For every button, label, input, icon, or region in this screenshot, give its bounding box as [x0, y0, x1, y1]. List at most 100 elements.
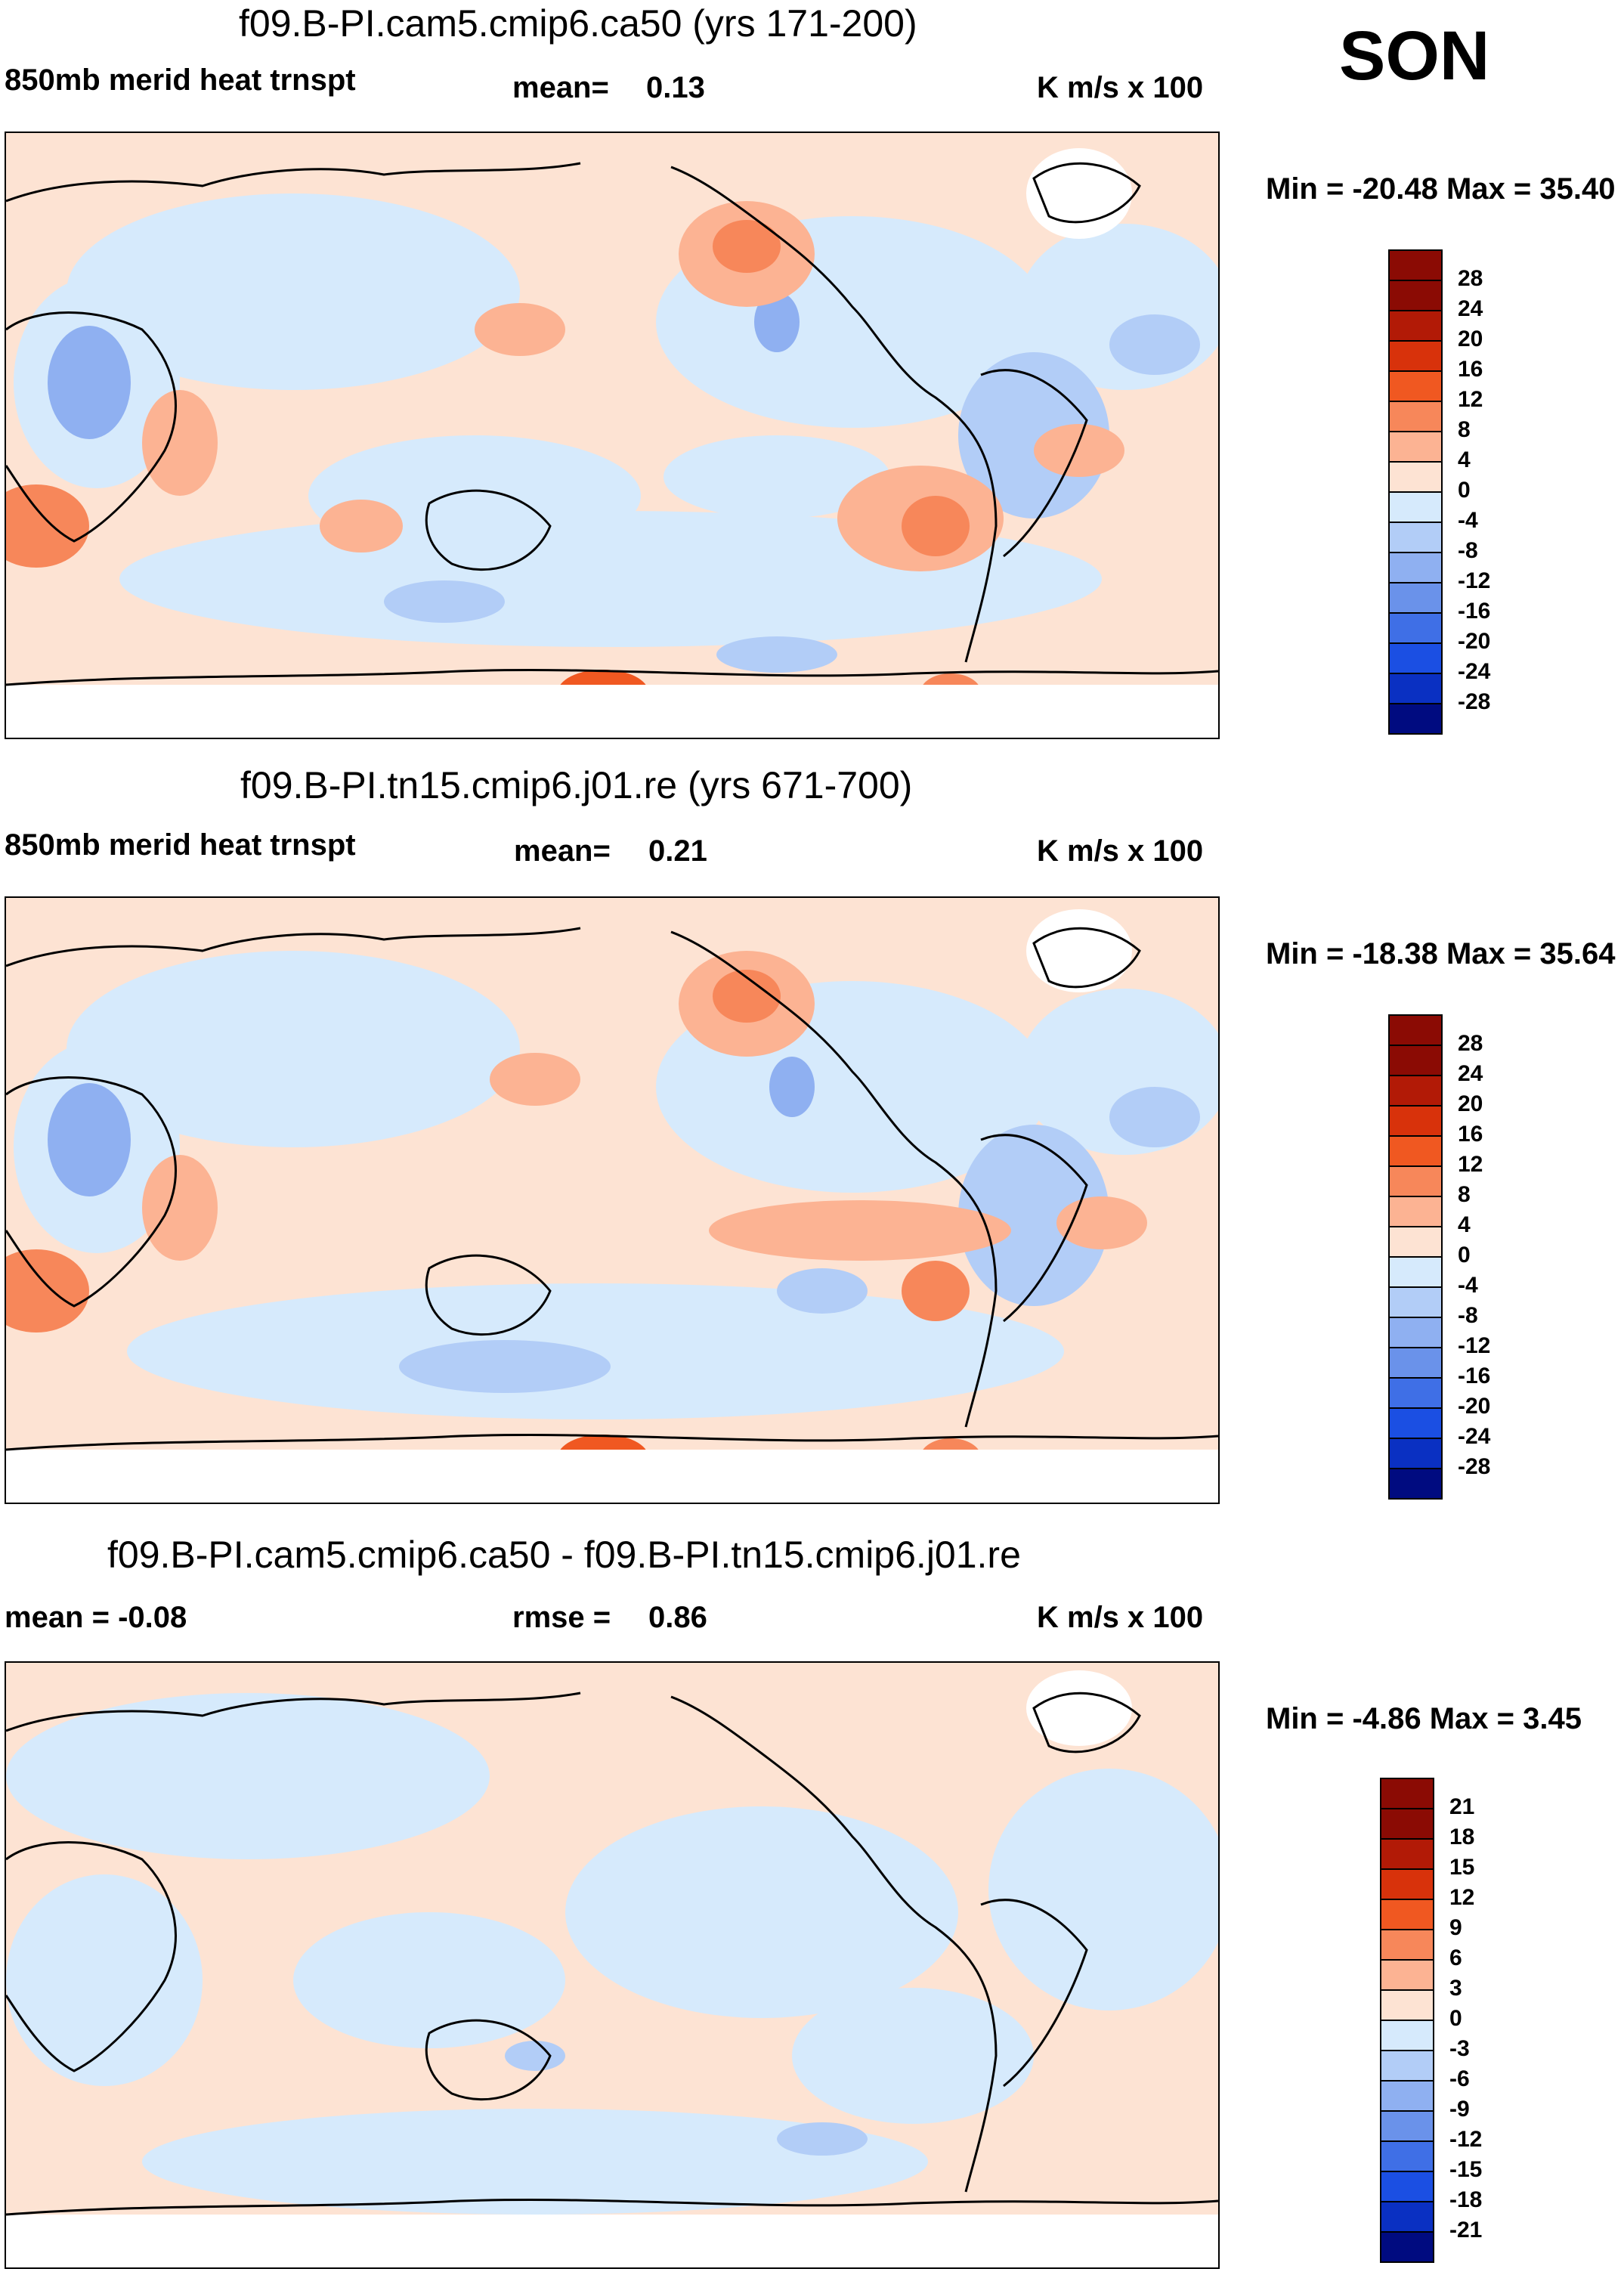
colorbar-swatch	[1388, 1317, 1443, 1348]
colorbar-swatch	[1388, 1105, 1443, 1137]
colorbar-tick-label: 0	[1458, 1243, 1471, 1268]
colorbar-tick-label: -20	[1458, 629, 1491, 654]
panel-1-variable-label: 850mb merid heat trnspt	[5, 63, 356, 97]
colorbar-tick-label: -28	[1458, 1454, 1491, 1479]
colorbar-swatch	[1380, 1808, 1434, 1840]
colorbar-swatch	[1388, 673, 1443, 704]
colorbar-swatch	[1388, 1286, 1443, 1318]
panel-1-units: K m/s x 100	[1037, 71, 1204, 104]
colorbar-swatch	[1380, 1929, 1434, 1961]
panel-2-mean-label: mean=	[514, 834, 611, 868]
colorbar-tick-label: 8	[1458, 1182, 1471, 1207]
colorbar-tick-label: 4	[1458, 1212, 1471, 1237]
colorbar-swatch	[1388, 461, 1443, 493]
colorbar-swatch	[1388, 1347, 1443, 1379]
colorbar-tick-label: 12	[1458, 387, 1483, 412]
colorbar-swatch	[1388, 1196, 1443, 1227]
colorbar-tick-label: -12	[1449, 2127, 1483, 2152]
panel-1-map	[5, 132, 1220, 739]
colorbar-swatch	[1388, 1468, 1443, 1500]
colorbar-tick-label: 3	[1449, 1976, 1462, 2001]
colorbar-tick-label: 4	[1458, 447, 1471, 472]
colorbar-swatch	[1388, 280, 1443, 311]
colorbar-swatch	[1380, 2231, 1434, 2263]
colorbar-tick-label: -15	[1449, 2157, 1483, 2182]
colorbar-swatch	[1380, 2110, 1434, 2142]
colorbar-tick-label: -9	[1449, 2097, 1470, 2122]
colorbar-tick-label: 21	[1449, 1794, 1475, 1819]
colorbar-tick-label: 28	[1458, 266, 1483, 291]
panel-2-minmax: Min = -18.38 Max = 35.64	[1266, 937, 1616, 970]
colorbar-tick-label: 8	[1458, 417, 1471, 442]
colorbar-swatch	[1380, 1868, 1434, 1900]
colorbar-swatch	[1388, 1377, 1443, 1409]
colorbar-swatch	[1388, 249, 1443, 281]
colorbar-swatch	[1388, 612, 1443, 644]
colorbar-tick-label: 24	[1458, 296, 1483, 321]
colorbar-swatch	[1380, 2201, 1434, 2233]
colorbar-swatch	[1388, 522, 1443, 553]
colorbar-swatch	[1388, 1014, 1443, 1046]
colorbar-swatch	[1388, 491, 1443, 523]
colorbar-tick-label: 20	[1458, 1091, 1483, 1116]
colorbar-swatch	[1380, 2050, 1434, 2082]
colorbar-tick-label: 24	[1458, 1061, 1483, 1086]
colorbar-swatch	[1388, 340, 1443, 372]
colorbar-tick-label: -8	[1458, 1303, 1478, 1328]
colorbar-swatch	[1380, 2080, 1434, 2112]
season-label: SON	[1339, 17, 1490, 94]
colorbar-swatch	[1388, 1226, 1443, 1258]
colorbar-swatch	[1388, 1165, 1443, 1197]
colorbar-tick-label: 9	[1449, 1915, 1462, 1940]
colorbar-tick-label: -28	[1458, 689, 1491, 714]
colorbar-swatch	[1388, 1256, 1443, 1288]
colorbar-swatch	[1380, 1899, 1434, 1930]
colorbar-tick-label: -18	[1449, 2187, 1483, 2212]
colorbar-tick-label: 0	[1458, 478, 1471, 503]
colorbar-tick-label: -4	[1458, 1273, 1478, 1298]
colorbar-tick-label: -24	[1458, 659, 1491, 684]
panel-2-title: f09.B-PI.tn15.cmip6.j01.re (yrs 671-700)	[240, 764, 913, 806]
colorbar-tick-label: -4	[1458, 508, 1478, 533]
colorbar-swatch	[1380, 2020, 1434, 2051]
colorbar-swatch	[1388, 310, 1443, 342]
colorbar-tick-label: -6	[1449, 2066, 1470, 2091]
panel-3-rmse-value: 0.86	[648, 1601, 707, 1634]
panel-3-mean-label: mean = -0.08	[5, 1601, 187, 1634]
colorbar-tick-label: 12	[1449, 1885, 1475, 1910]
colorbar-tick-label: -24	[1458, 1424, 1491, 1449]
colorbar-tick-label: 12	[1458, 1152, 1483, 1177]
colorbar-tick-label: 18	[1449, 1825, 1475, 1849]
panel-2-units: K m/s x 100	[1037, 834, 1204, 868]
colorbar-swatch	[1380, 1989, 1434, 2021]
colorbar-swatch	[1388, 1438, 1443, 1469]
colorbar-tick-label: -12	[1458, 1333, 1491, 1358]
colorbar-swatch	[1380, 1959, 1434, 1991]
colorbar-tick-label: 0	[1449, 2006, 1462, 2031]
panel-3-minmax: Min = -4.86 Max = 3.45	[1266, 1702, 1582, 1735]
panel-1-title: f09.B-PI.cam5.cmip6.ca50 (yrs 171-200)	[239, 2, 917, 45]
colorbar-swatch	[1388, 582, 1443, 614]
panel-3-title: f09.B-PI.cam5.cmip6.ca50 - f09.B-PI.tn15…	[107, 1534, 1021, 1576]
colorbar-swatch	[1380, 2140, 1434, 2172]
colorbar-tick-label: -16	[1458, 1363, 1491, 1388]
colorbar-swatch	[1380, 1838, 1434, 1870]
colorbar-tick-label: -3	[1449, 2036, 1470, 2061]
colorbar-tick-label: -8	[1458, 538, 1478, 563]
panel-2-variable-label: 850mb merid heat trnspt	[5, 828, 356, 862]
colorbar-swatch	[1388, 1135, 1443, 1167]
panel-2-map	[5, 896, 1220, 1504]
panel-2-mean-value: 0.21	[648, 834, 707, 868]
colorbar-tick-label: 16	[1458, 357, 1483, 382]
panel-3-field-plot	[6, 1663, 1218, 2267]
colorbar-swatch	[1388, 370, 1443, 402]
colorbar-tick-label: 28	[1458, 1031, 1483, 1056]
colorbar-tick-label: -12	[1458, 568, 1491, 593]
colorbar-swatch	[1388, 703, 1443, 735]
colorbar-tick-label: 20	[1458, 327, 1483, 351]
colorbar-swatch	[1388, 1407, 1443, 1439]
colorbar-swatch	[1388, 1045, 1443, 1076]
colorbar-swatch	[1380, 2171, 1434, 2202]
panel-1-mean-value: 0.13	[646, 71, 705, 104]
colorbar-swatch	[1388, 431, 1443, 463]
